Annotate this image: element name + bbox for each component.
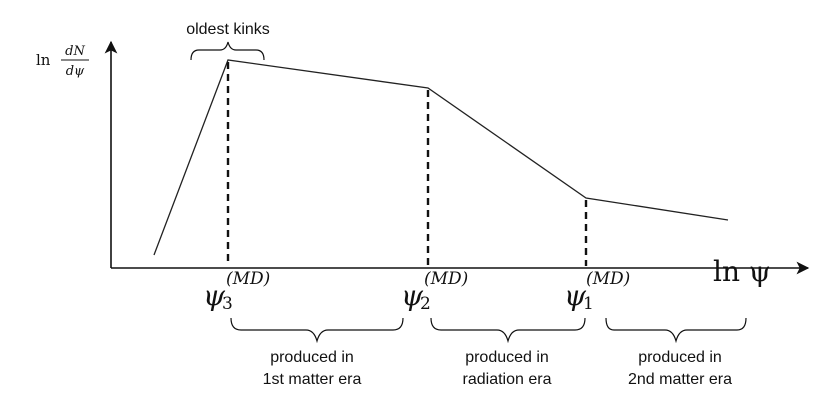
psi1-symbol: ψ (564, 279, 587, 312)
era-brace-radiation (430, 317, 586, 344)
psi3-symbol: ψ (203, 279, 226, 312)
x-axis-label: ln ψ (713, 255, 771, 288)
psi2-subscript: 2 (420, 294, 431, 314)
era-label-radiation-line2: radiation era (463, 371, 552, 388)
era-label-first-matter-line1: produced in (270, 349, 354, 366)
oldest-kinks-brace (190, 41, 265, 61)
y-label-denominator: dψ (66, 64, 85, 79)
psi3-superscript: (MD) (226, 269, 270, 289)
psi1-subscript: 1 (583, 294, 594, 314)
distribution-curve (153, 59, 729, 256)
threshold-psi3: ψ 3 (MD) (203, 269, 270, 314)
era-label-second-matter-line2: 2nd matter era (628, 371, 732, 388)
era-label-first-matter-line2: 1st matter era (263, 371, 362, 388)
y-label-ln: ln (36, 51, 51, 69)
era-brace-second-matter (605, 317, 747, 344)
era-brace-first-matter (230, 317, 404, 344)
y-label-numerator: dN (65, 44, 85, 59)
threshold-psi1: ψ 1 (MD) (564, 269, 630, 314)
era-label-radiation-line1: produced in (465, 349, 549, 366)
psi2-superscript: (MD) (424, 269, 468, 289)
threshold-psi2: ψ 2 (MD) (401, 269, 468, 314)
oldest-kinks-label: oldest kinks (186, 21, 270, 38)
psi3-subscript: 3 (222, 294, 233, 314)
y-axis-label: ln dN dψ (36, 44, 89, 79)
psi2-symbol: ψ (401, 279, 424, 312)
psi1-superscript: (MD) (586, 269, 630, 289)
era-label-second-matter-line1: produced in (638, 349, 722, 366)
